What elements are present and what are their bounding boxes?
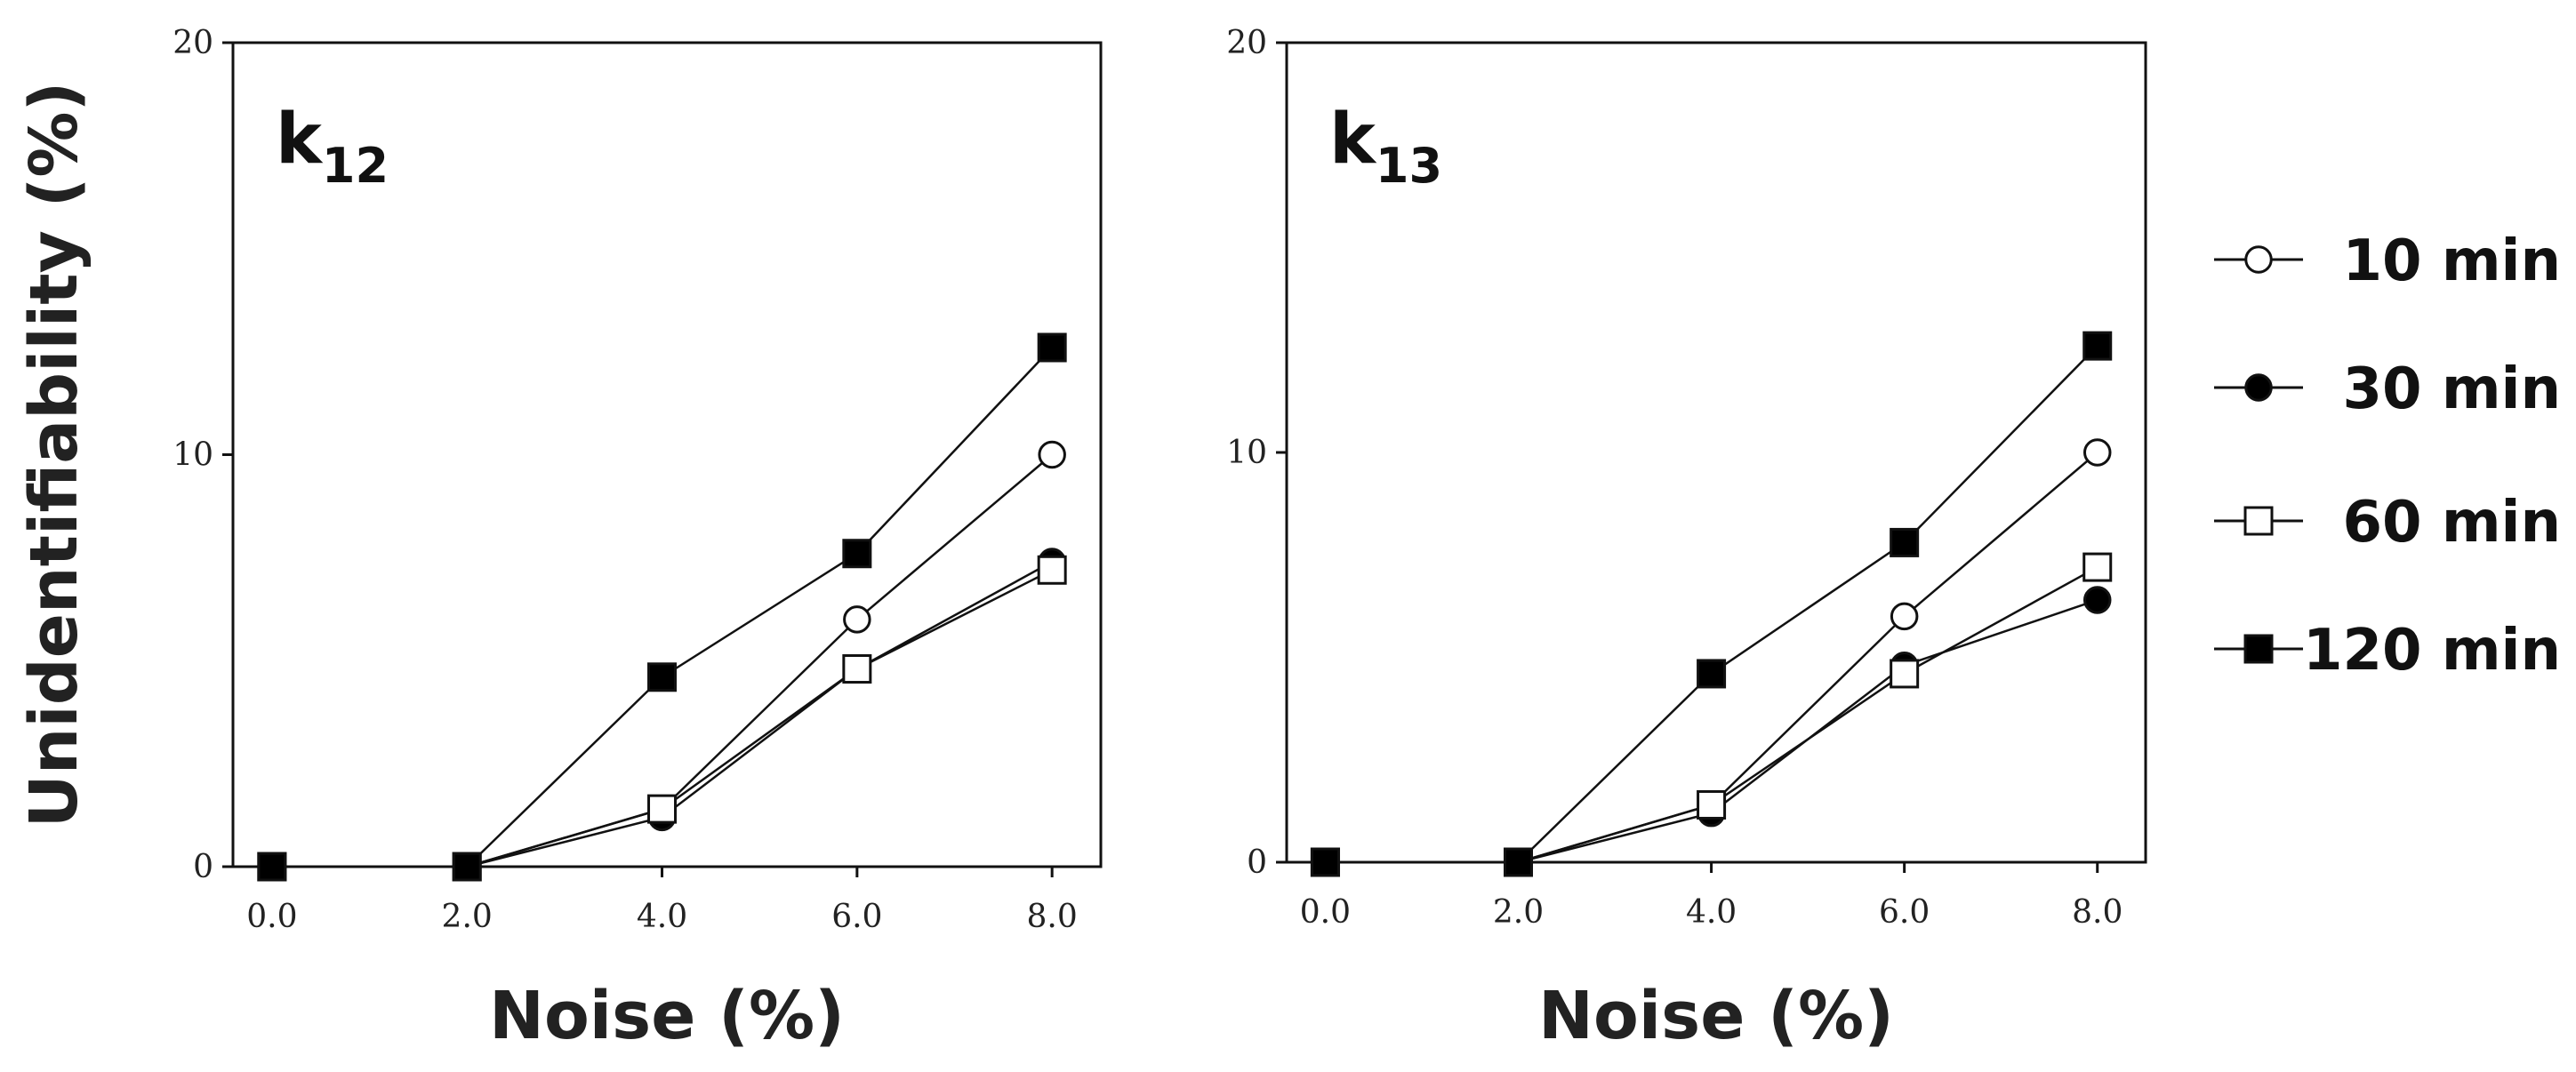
legend-item: 10 min <box>2214 228 2561 294</box>
data-point <box>2082 438 2112 467</box>
data-point <box>1038 440 1066 469</box>
y-axis-title: Unidentifiability (%) <box>16 82 92 828</box>
data-point <box>1890 659 1920 689</box>
panel-label-sub: 13 <box>1376 138 1442 194</box>
x-tick-label: 0.0 <box>246 899 297 935</box>
data-point <box>1310 847 1340 877</box>
data-point <box>842 654 872 684</box>
y-tick-label: 10 <box>173 437 213 474</box>
data-point <box>1697 659 1727 689</box>
data-point <box>1890 602 1919 631</box>
x-tick-label: 6.0 <box>1879 894 1930 931</box>
legend-label: 30 min <box>2342 356 2561 422</box>
data-point <box>2082 552 2113 582</box>
x-tick-label: 6.0 <box>831 899 882 935</box>
panel-label-main: k <box>276 100 324 180</box>
panel-label: k12 <box>276 100 389 194</box>
legend-label: 120 min <box>2303 618 2561 684</box>
panels: 0 10 20 0.0 2.0 4.0 6.0 8.0 Noise (%) Unidentifia… <box>16 25 2147 1054</box>
data-point <box>2082 586 2112 614</box>
data-point <box>842 539 872 569</box>
legend-marker <box>2243 634 2274 664</box>
data-point <box>647 662 678 692</box>
data-point <box>2082 331 2113 361</box>
data-point <box>452 852 482 882</box>
series-line <box>271 347 1054 868</box>
legend-item: 120 min <box>2214 618 2561 684</box>
x-axis-title: Noise (%) <box>489 978 845 1054</box>
data-point <box>1697 789 1727 820</box>
legend-item: 60 min <box>2214 490 2561 556</box>
legend-label: 60 min <box>2342 490 2561 556</box>
legend: 10 min 30 min 60 min 120 min <box>2214 228 2561 684</box>
x-tick-label: 2.0 <box>442 899 493 935</box>
data-point <box>1037 555 1067 585</box>
data-point <box>1503 847 1533 877</box>
chart-panel-1: 0 10 20 0.0 2.0 4.0 6.0 8.0 Noise (%) Unidentifia… <box>16 25 1103 1054</box>
data-point <box>1037 332 1067 363</box>
panel-label: k13 <box>1329 100 1442 194</box>
data-point <box>647 794 678 824</box>
legend-marker <box>2244 245 2273 274</box>
panel-label-main: k <box>1329 100 1377 180</box>
data-point <box>843 605 871 634</box>
legend-item: 30 min <box>2214 356 2561 422</box>
y-tick-label: 0 <box>193 849 213 885</box>
legend-marker <box>2243 506 2274 536</box>
x-tick-label: 4.0 <box>637 899 687 935</box>
x-tick-label: 8.0 <box>1027 899 1078 935</box>
data-point <box>257 852 287 882</box>
panel-label-sub: 12 <box>322 138 389 194</box>
y-tick-label: 20 <box>1226 25 1267 61</box>
x-tick-label: 0.0 <box>1300 894 1351 931</box>
x-tick-label: 2.0 <box>1493 894 1544 931</box>
x-axis-title: Noise (%) <box>1538 978 1894 1054</box>
y-tick-label: 10 <box>1226 435 1267 471</box>
chart-panel-2: 0 10 20 0.0 2.0 4.0 6.0 8.0 Noise (%) k13 <box>1226 25 2147 1054</box>
x-tick-label: 8.0 <box>2072 894 2123 931</box>
legend-marker <box>2244 373 2273 402</box>
series-line <box>1325 345 2099 864</box>
legend-label: 10 min <box>2342 228 2561 294</box>
y-tick-label: 20 <box>173 25 213 61</box>
x-tick-label: 4.0 <box>1686 894 1737 931</box>
y-tick-label: 0 <box>1247 844 1267 881</box>
data-point <box>1890 527 1920 557</box>
